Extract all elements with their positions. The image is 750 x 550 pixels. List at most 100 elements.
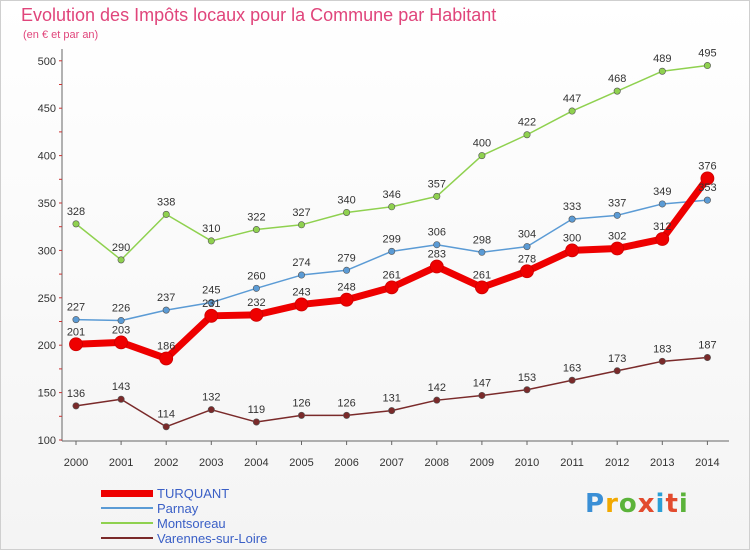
x-tick-label: 2005 bbox=[289, 457, 313, 469]
y-tick-label: 350 bbox=[38, 198, 56, 210]
x-tick-label: 2013 bbox=[650, 457, 674, 469]
data-point bbox=[520, 264, 534, 279]
data-label: 346 bbox=[383, 189, 401, 201]
data-point bbox=[700, 171, 715, 186]
data-label: 143 bbox=[112, 381, 130, 393]
data-label: 261 bbox=[383, 269, 401, 281]
x-tick-label: 2004 bbox=[244, 457, 268, 469]
legend-swatch bbox=[101, 537, 153, 539]
data-label: 147 bbox=[473, 377, 491, 389]
data-point bbox=[207, 299, 215, 307]
data-label: 248 bbox=[337, 282, 355, 294]
data-label: 495 bbox=[698, 48, 716, 60]
legend-label: Parnay bbox=[157, 500, 199, 516]
data-point bbox=[297, 271, 305, 279]
data-point bbox=[613, 87, 621, 95]
y-tick-label: 200 bbox=[38, 340, 56, 352]
logo-letter: o bbox=[618, 489, 638, 519]
data-label: 260 bbox=[247, 270, 265, 282]
data-point bbox=[433, 192, 441, 200]
data-point bbox=[252, 284, 260, 292]
data-point bbox=[249, 307, 264, 322]
data-label: 468 bbox=[608, 73, 626, 85]
data-label: 232 bbox=[247, 297, 265, 309]
data-point bbox=[343, 266, 351, 274]
data-point bbox=[297, 411, 305, 419]
data-label: 126 bbox=[337, 397, 355, 409]
data-point bbox=[610, 241, 625, 256]
data-label: 261 bbox=[473, 269, 491, 281]
data-label: 203 bbox=[112, 324, 130, 336]
data-label: 227 bbox=[67, 302, 85, 314]
data-point bbox=[388, 247, 396, 255]
x-tick-label: 2011 bbox=[560, 457, 584, 469]
y-tick-label: 450 bbox=[38, 103, 56, 115]
data-point bbox=[72, 220, 80, 228]
data-label: 136 bbox=[67, 388, 85, 400]
data-label: 400 bbox=[473, 138, 491, 150]
data-point bbox=[613, 367, 621, 375]
data-point bbox=[703, 62, 711, 70]
data-point bbox=[204, 308, 219, 323]
data-point bbox=[207, 406, 215, 414]
data-point bbox=[343, 208, 351, 216]
data-point bbox=[613, 211, 621, 219]
data-label: 300 bbox=[563, 232, 581, 244]
data-label: 163 bbox=[563, 362, 581, 374]
legend-swatch bbox=[101, 489, 153, 497]
logo-letter: P bbox=[585, 489, 606, 519]
data-label: 447 bbox=[563, 93, 581, 105]
data-point bbox=[252, 418, 260, 426]
data-label: 279 bbox=[337, 252, 355, 264]
logo-letter: r bbox=[605, 489, 619, 519]
data-point bbox=[478, 391, 486, 399]
data-label: 173 bbox=[608, 353, 626, 365]
legend-item-parnay: Parnay bbox=[101, 500, 198, 516]
data-label: 338 bbox=[157, 196, 175, 208]
data-point bbox=[72, 402, 80, 410]
data-label: 142 bbox=[428, 382, 446, 394]
data-point bbox=[162, 423, 170, 431]
data-label: 132 bbox=[202, 392, 220, 404]
data-label: 328 bbox=[67, 206, 85, 218]
proxiti-logo: Proxiti bbox=[585, 489, 689, 519]
data-point bbox=[207, 237, 215, 245]
data-label: 231 bbox=[202, 298, 220, 310]
data-label: 153 bbox=[518, 372, 536, 384]
data-point bbox=[523, 386, 531, 394]
data-point bbox=[478, 248, 486, 256]
data-point bbox=[384, 280, 399, 295]
data-point bbox=[117, 395, 125, 403]
data-point bbox=[658, 67, 666, 75]
data-point bbox=[703, 196, 711, 204]
data-label: 186 bbox=[157, 340, 175, 352]
data-label: 283 bbox=[428, 249, 446, 261]
data-point bbox=[523, 243, 531, 251]
data-label: 302 bbox=[608, 231, 626, 243]
x-tick-label: 2007 bbox=[379, 457, 403, 469]
logo-letter: i bbox=[655, 489, 666, 519]
data-point bbox=[565, 243, 579, 258]
data-label: 337 bbox=[608, 197, 626, 209]
legend-label: Montsoreau bbox=[157, 515, 226, 531]
data-point bbox=[388, 203, 396, 211]
data-point bbox=[114, 335, 128, 350]
data-point bbox=[252, 226, 260, 234]
legend-label: Varennes-sur-Loire bbox=[157, 530, 268, 546]
data-point bbox=[568, 376, 576, 384]
data-label: 306 bbox=[428, 227, 446, 239]
data-point bbox=[69, 337, 83, 352]
data-point bbox=[478, 152, 486, 160]
logo-letter: t bbox=[665, 489, 679, 519]
data-point bbox=[568, 215, 576, 223]
x-tick-label: 2008 bbox=[425, 457, 449, 469]
y-tick-label: 100 bbox=[38, 435, 56, 447]
data-point bbox=[429, 259, 444, 274]
data-label: 237 bbox=[157, 292, 175, 304]
data-point bbox=[433, 241, 441, 249]
data-label: 298 bbox=[473, 234, 491, 246]
data-label: 304 bbox=[518, 229, 536, 241]
x-tick-label: 2014 bbox=[695, 457, 719, 469]
data-label: 226 bbox=[112, 303, 130, 315]
